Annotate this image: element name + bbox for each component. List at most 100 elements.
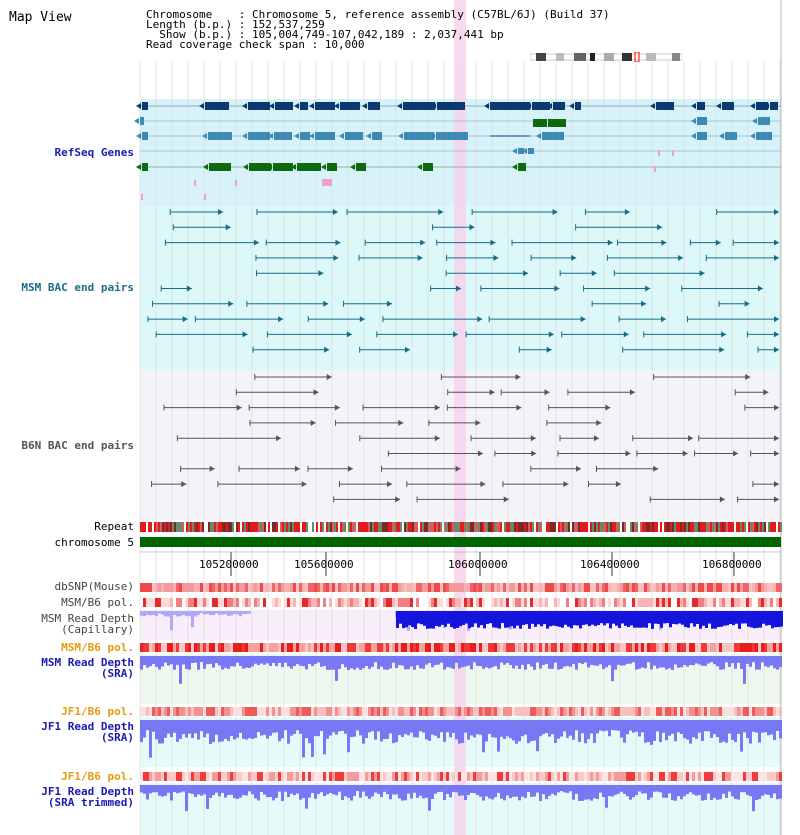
msm-pol-capillary-bin: [308, 598, 311, 607]
msm-depth-capillary-bar: [450, 611, 453, 628]
dbsnp-bin: [482, 583, 485, 592]
jf1-pol-trimmed-bin: [212, 772, 215, 781]
jf1-pol-trimmed-bin: [428, 772, 431, 781]
jf1-depth-bar: [632, 720, 635, 733]
dbsnp-bin: [275, 583, 278, 592]
repeat-element: [490, 522, 492, 532]
dbsnp-bin: [578, 583, 581, 592]
dbsnp-bin: [422, 583, 425, 592]
msm-depth-sra-bar: [206, 656, 209, 665]
track-label-b6n-bac[interactable]: B6N BAC end pairs: [21, 439, 134, 452]
jf1-depth-bar: [404, 720, 407, 735]
msm-pol-capillary-bin: [392, 598, 395, 607]
jf1-pol-trimmed-bin: [557, 772, 560, 781]
jf1-pol-trimmed-bin: [185, 772, 188, 781]
msm-depth-capillary-bar: [759, 611, 762, 628]
jf1-depth-bar: [446, 720, 449, 733]
repeat-element: [710, 522, 712, 532]
track-label-msm-pol-sra[interactable]: MSM/B6 pol.: [61, 641, 134, 654]
repeat-element: [240, 522, 242, 532]
track-label-repeat[interactable]: Repeat: [94, 520, 134, 533]
dbsnp-bin: [545, 583, 548, 592]
msm-pol-capillary-bin: [728, 598, 731, 607]
repeat-element: [152, 522, 154, 532]
msm-pol-capillary-bin: [668, 598, 671, 607]
repeat-element: [444, 522, 446, 532]
jf1-pol-trimmed-bin: [275, 772, 278, 781]
track-label-jf1-depth-trimmed[interactable]: JF1 Read Depth (SRA trimmed): [41, 786, 134, 808]
msm-depth-sra-bar: [194, 656, 197, 663]
msm-depth-sra-bar: [401, 656, 404, 666]
msm-pol-sra-bin: [152, 643, 155, 652]
msm-depth-sra-bar: [710, 656, 713, 663]
dbsnp-bin: [704, 583, 707, 592]
track-label-refseq[interactable]: RefSeq Genes: [54, 146, 134, 159]
repeat-element: [562, 522, 564, 532]
jf1-pol-bin: [356, 707, 359, 716]
msm-depth-sra-bar: [701, 656, 704, 666]
jf1-pol-trimmed-bin: [332, 772, 335, 781]
jf1-depth-bar: [326, 720, 329, 739]
msm-depth-capillary-bar: [777, 611, 780, 628]
msm-pol-sra-bin: [440, 643, 443, 652]
jf1-depth-bar: [140, 720, 143, 743]
track-label-jf1-pol-trimmed[interactable]: JF1/B6 pol.: [61, 770, 134, 783]
msm-depth-sra-bar: [203, 656, 206, 669]
jf1-depth-trimmed-bar: [554, 785, 557, 796]
msm-depth-sra-bar: [302, 656, 305, 667]
track-label-msm-depth-capillary[interactable]: MSM Read Depth (Capillary): [41, 613, 134, 635]
msm-pol-capillary-bin: [341, 598, 344, 607]
jf1-depth-bar: [581, 720, 584, 734]
repeat-element: [714, 522, 716, 532]
track-label-msm-pol-capillary[interactable]: MSM/B6 pol.: [61, 596, 134, 609]
msm-depth-sra-bar: [410, 656, 413, 667]
dbsnp-bin: [332, 583, 335, 592]
track-label-jf1-pol[interactable]: JF1/B6 pol.: [61, 705, 134, 718]
jf1-depth-trimmed-bar: [758, 785, 761, 800]
jf1-depth-bar: [293, 720, 296, 734]
gene-strand-arrow: [366, 133, 371, 139]
msm-depth-capillary-bar: [396, 611, 399, 628]
jf1-pol-trimmed-bin: [203, 772, 206, 781]
repeat-element: [678, 522, 680, 532]
track-label-jf1-depth[interactable]: JF1 Read Depth (SRA): [41, 721, 134, 743]
jf1-depth-trimmed-bar: [410, 785, 413, 799]
repeat-element: [450, 522, 452, 532]
jf1-depth-trimmed-bar: [230, 785, 233, 795]
jf1-pol-trimmed-bin: [425, 772, 428, 781]
dbsnp-bin: [440, 583, 443, 592]
jf1-pol-trimmed-bin: [452, 772, 455, 781]
b6n-bac-end-arrow: [774, 435, 779, 442]
msm-pol-capillary-bin: [710, 598, 713, 607]
dbsnp-bin: [428, 583, 431, 592]
msm-depth-sra-bar: [221, 656, 224, 670]
repeat-element: [500, 522, 502, 532]
msm-depth-capillary-bar: [236, 611, 239, 615]
track-label-msm-bac[interactable]: MSM BAC end pairs: [21, 281, 134, 294]
axis-tick-label: 105600000: [294, 558, 354, 571]
repeat-element: [686, 522, 688, 532]
repeat-element: [744, 522, 746, 532]
msm-depth-sra-bar: [587, 656, 590, 668]
chromosome-ideogram[interactable]: [530, 52, 682, 62]
dbsnp-bin: [197, 583, 200, 592]
msm-pol-capillary-bin: [383, 598, 386, 607]
track-label-dbsnp[interactable]: dbSNP(Mouse): [54, 580, 134, 593]
jf1-pol-bin: [146, 707, 149, 716]
jf1-pol-trimmed-bin: [440, 772, 443, 781]
msm-pol-capillary-bin: [329, 598, 332, 607]
repeat-element: [420, 522, 422, 532]
msm-depth-capillary-bar: [501, 611, 504, 624]
track-label-chromosome[interactable]: chromosome 5: [54, 536, 134, 549]
dbsnp-bin: [434, 583, 437, 592]
jf1-pol-trimmed-bin: [758, 772, 761, 781]
jf1-depth-bar: [431, 720, 434, 735]
msm-depth-capillary-bar: [675, 611, 678, 625]
track-label-msm-depth-sra[interactable]: MSM Read Depth (SRA): [41, 657, 134, 679]
msm-depth-sra-bar: [398, 656, 401, 666]
msm-pol-sra-bin: [539, 643, 542, 652]
gene-strand-arrow: [536, 133, 541, 139]
msm-depth-capillary-bar: [414, 611, 417, 629]
msm-pol-sra-bin: [398, 643, 401, 652]
